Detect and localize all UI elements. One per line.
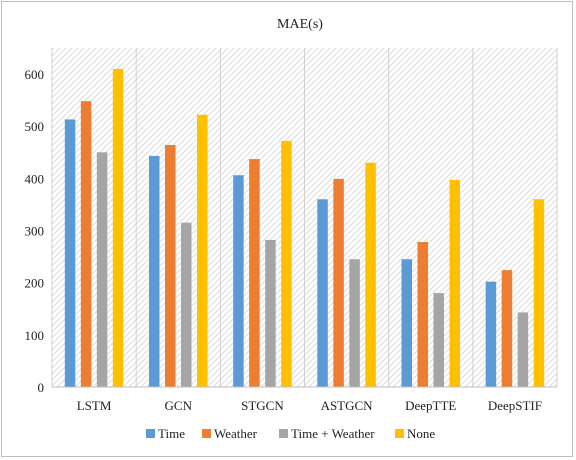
bar [401,259,412,387]
legend-swatch [279,429,288,438]
legend-label: Weather [214,426,258,441]
y-tick-label: 0 [38,380,45,395]
bar [281,140,292,387]
x-tick-label: DeepTTE [405,398,456,413]
bar [365,162,376,387]
x-tick-label: LSTM [77,398,112,413]
bar [433,293,444,387]
x-tick-label: DeepSTIF [488,398,542,413]
legend-label: Time [158,426,185,441]
bar [485,281,497,387]
y-tick-label: 100 [25,328,45,343]
bar [265,239,276,387]
bar [181,222,192,387]
bar [80,101,92,387]
legend-label: Time + Weather [291,426,375,441]
bar [149,155,160,387]
legend-swatch [395,429,404,438]
bar [317,199,328,387]
y-tick-label: 200 [25,276,45,291]
y-tick-label: 600 [25,67,45,82]
x-tick-label: ASTGCN [321,398,374,413]
bar [233,175,244,387]
bar [249,159,260,387]
y-tick-label: 400 [25,171,45,186]
legend-swatch [202,429,211,438]
chart-title: MAE(s) [277,17,323,32]
bar [417,242,428,387]
y-tick-label: 500 [25,119,45,134]
y-tick-label: 300 [25,224,45,239]
bar [64,119,76,387]
bar [112,68,124,387]
legend-label: None [407,426,435,441]
bar [533,199,545,387]
bar [449,179,460,387]
bar [165,145,176,387]
bar [96,152,108,387]
bar [333,178,344,387]
bar [517,312,529,387]
bar [501,270,513,387]
bar [197,114,208,387]
legend-swatch [146,429,155,438]
bar [349,259,360,387]
x-tick-label: STGCN [241,398,284,413]
x-tick-label: GCN [165,398,193,413]
